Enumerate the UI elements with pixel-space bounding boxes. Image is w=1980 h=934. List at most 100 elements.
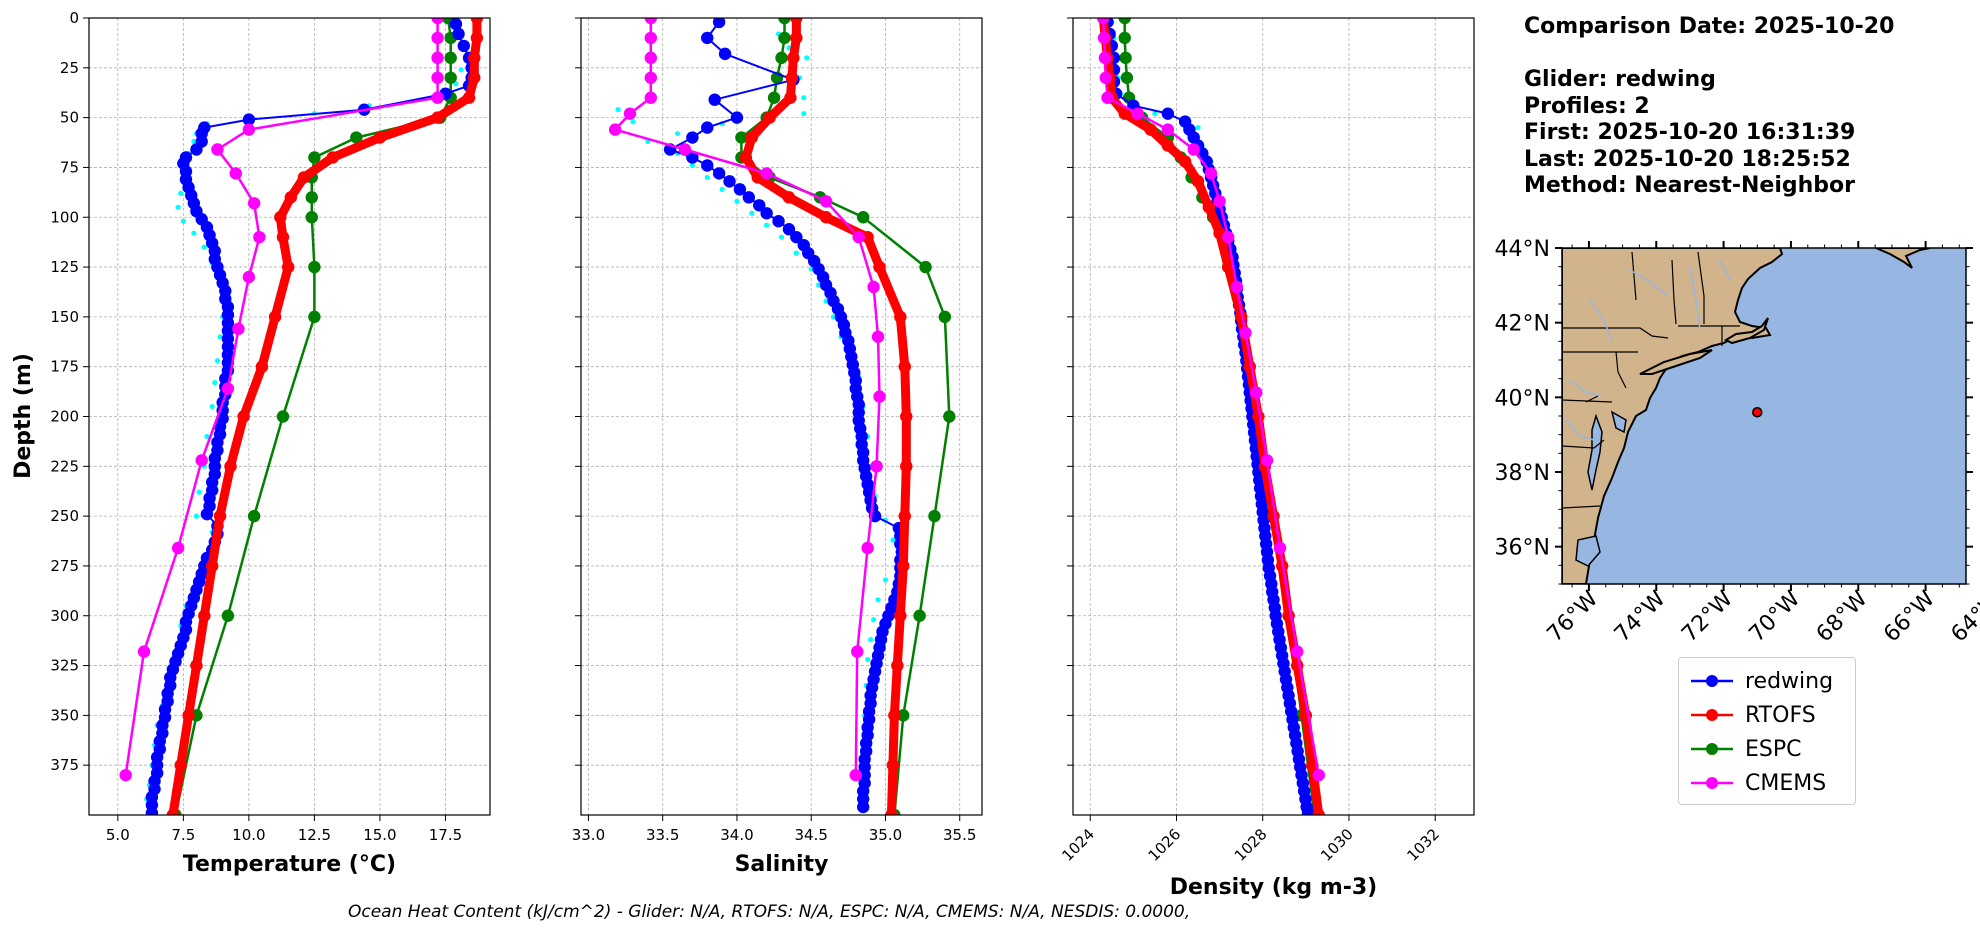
- legend-label: ESPC: [1745, 736, 1802, 762]
- x-tick-label: 34.0: [720, 826, 753, 844]
- first-time: First: 2025-10-20 16:31:39: [1524, 120, 1856, 145]
- series-cmems: [608, 18, 886, 782]
- series-point: [1187, 143, 1200, 156]
- series-point: [708, 93, 721, 106]
- series-point: [1312, 808, 1325, 815]
- series-point: [449, 18, 463, 31]
- series-point: [1239, 326, 1252, 340]
- series-point: [1118, 107, 1131, 120]
- series-point: [870, 460, 883, 473]
- raw-point: [196, 489, 202, 495]
- x-tick-label: 7.5: [171, 826, 195, 844]
- raw-point: [823, 298, 829, 304]
- series-point: [861, 541, 874, 555]
- y-tick-label: 0: [69, 9, 79, 27]
- series-point: [775, 51, 788, 65]
- series-point: [1161, 107, 1175, 120]
- series-point: [851, 645, 864, 658]
- map-ticks: [1555, 241, 1973, 591]
- series-point: [888, 709, 901, 722]
- series-point: [733, 183, 747, 196]
- series-point: [470, 18, 484, 25]
- series-point: [712, 167, 726, 180]
- series-point: [873, 260, 886, 274]
- rivers: [1565, 259, 1731, 441]
- series-point: [745, 131, 758, 144]
- series-point: [276, 410, 290, 423]
- temperature-panel: 0 25 50 75 100 125 150 175 200 225 250 275 300 325 350…: [50, 9, 491, 877]
- series-cmems: [119, 18, 444, 782]
- lon-label: 66°W: [1879, 586, 1940, 647]
- series-point: [242, 113, 256, 126]
- info-block: Comparison Date: 2025-10-20 Glider: redwi…: [1524, 14, 1894, 200]
- series-point: [735, 131, 748, 144]
- lon-label: 70°W: [1745, 586, 1806, 647]
- series-point: [308, 151, 321, 164]
- series-point: [753, 199, 766, 212]
- series-point: [1222, 260, 1235, 274]
- raw-point: [689, 162, 695, 169]
- lon-label: 76°W: [1543, 586, 1604, 647]
- density-panel: 1024 1026 1028 1030 1032 Density (kg m-3): [1058, 17, 1475, 900]
- lon-label: 72°W: [1677, 586, 1738, 647]
- series-point: [782, 191, 796, 204]
- series-point: [928, 509, 941, 523]
- series-point: [1191, 175, 1205, 188]
- raw-point: [882, 577, 889, 583]
- series-layer: [608, 18, 956, 815]
- series-point: [276, 230, 290, 244]
- series-point: [894, 609, 907, 622]
- y-tick-label: 125: [50, 258, 79, 276]
- y-tick-label: 375: [50, 756, 79, 774]
- series-point: [790, 31, 803, 45]
- raw-point: [801, 95, 807, 101]
- series-point: [174, 758, 187, 772]
- series-point: [268, 310, 282, 324]
- lat-label: 42°N: [1495, 312, 1550, 337]
- series-point: [1161, 139, 1175, 152]
- series-point: [778, 18, 791, 25]
- series-point: [308, 310, 321, 324]
- series-point: [119, 768, 132, 782]
- series-point: [221, 609, 235, 622]
- series-point: [373, 131, 387, 144]
- series-point: [1301, 806, 1315, 815]
- y-tick-label: 350: [50, 706, 79, 724]
- series-point: [224, 460, 237, 473]
- series-point: [873, 390, 886, 403]
- series-layer: [1096, 18, 1325, 815]
- raw-point: [615, 107, 621, 113]
- series-point: [431, 51, 444, 65]
- series-point: [900, 410, 913, 423]
- state-borders: [1562, 251, 1740, 509]
- series-point: [1178, 155, 1192, 168]
- raw-point: [458, 67, 464, 73]
- series-point: [778, 31, 791, 45]
- y-tick-label: 75: [60, 158, 79, 176]
- raw-point: [804, 55, 810, 61]
- y-tick-label: 25: [60, 59, 79, 77]
- legend-label: redwing: [1745, 668, 1834, 694]
- delaware-bay: [1610, 410, 1627, 434]
- x-tick-label: 35.5: [943, 826, 976, 844]
- series-point: [281, 260, 295, 274]
- profiles-count: Profiles: 2: [1524, 93, 1650, 119]
- series-point: [274, 211, 287, 224]
- series-point: [760, 167, 773, 180]
- x-axis-label: Salinity: [735, 852, 829, 877]
- series-point: [1099, 71, 1112, 84]
- x-tick-label: 12.5: [298, 826, 331, 844]
- raw-point: [201, 244, 207, 250]
- series-point: [644, 18, 658, 25]
- series-point: [247, 509, 261, 523]
- series-point: [856, 800, 870, 814]
- series-layer: [119, 18, 484, 815]
- y-tick-label: 275: [50, 557, 79, 575]
- raw-point: [719, 186, 725, 192]
- series-point: [849, 768, 862, 782]
- series-point: [211, 143, 224, 156]
- raw-point: [865, 656, 871, 663]
- series-point: [644, 71, 658, 84]
- series-rtofs: [739, 18, 913, 815]
